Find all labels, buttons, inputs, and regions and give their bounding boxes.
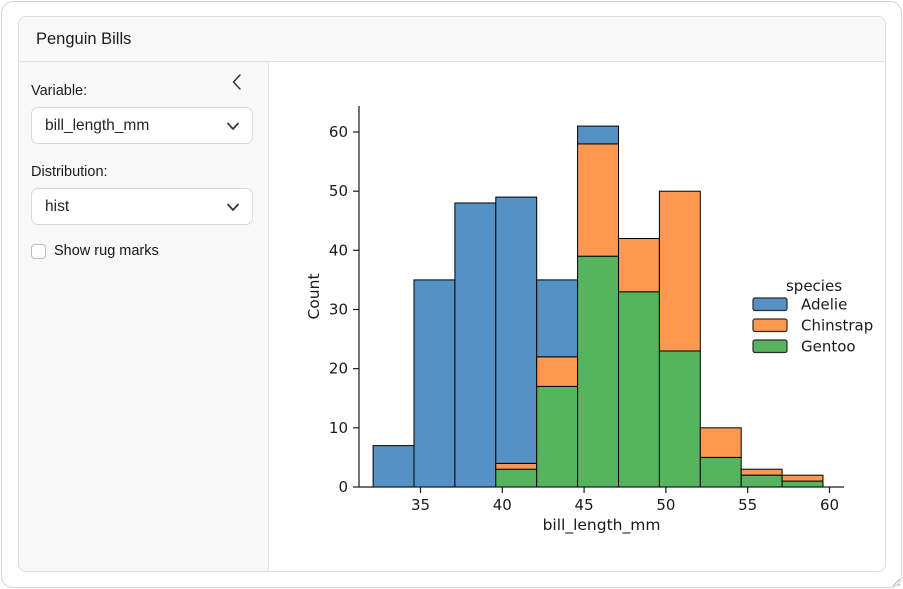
histogram-bar-chinstrap: [495, 462, 538, 470]
variable-label: Variable:: [31, 83, 88, 99]
rug-checkbox-label: Show rug marks: [54, 243, 159, 259]
y-tick-label: 50: [329, 182, 348, 200]
rug-checkbox-row: Show rug marks: [31, 243, 253, 259]
x-tick-label: 40: [493, 496, 512, 514]
y-tick-label: 10: [329, 419, 348, 437]
histogram-bar-gentoo: [577, 255, 620, 488]
x-tick-label: 35: [411, 496, 430, 514]
y-tick-label: 60: [329, 123, 348, 141]
y-tick-label: 20: [329, 360, 348, 378]
chevron-left-icon: [232, 74, 241, 90]
histogram-bar-chinstrap: [740, 468, 783, 476]
histogram-bar-adelie: [495, 196, 538, 464]
sidebar: Variable: bill_length_mm Distribution: h…: [19, 62, 269, 571]
legend-label-gentoo: Gentoo: [801, 338, 856, 356]
distribution-label: Distribution:: [31, 164, 108, 180]
rug-checkbox[interactable]: [31, 243, 46, 259]
histogram-bar-chinstrap: [699, 427, 742, 458]
variable-select[interactable]: bill_length_mm: [31, 107, 253, 144]
variable-select-value: bill_length_mm: [45, 116, 150, 134]
plot-panel: 0 10 20 30 40 50 60 35 40 45 50 55 60 bill_length_mm C…: [269, 62, 885, 571]
legend-title: species: [786, 277, 842, 295]
resize-grip-icon[interactable]: [889, 575, 901, 587]
histogram-bar-gentoo: [495, 468, 538, 488]
histogram-bar-chinstrap: [618, 238, 660, 293]
y-tick-label: 40: [329, 241, 348, 259]
histogram-bar-chinstrap: [658, 190, 701, 352]
card-header: Penguin Bills: [19, 17, 885, 62]
histogram-bar-chinstrap: [577, 143, 620, 257]
histogram-bar-adelie: [454, 202, 497, 488]
x-tick-label: 60: [820, 496, 839, 514]
x-axis-label: bill_length_mm: [543, 516, 661, 535]
app-card: Penguin Bills Variable: bill_length_mm D…: [18, 16, 886, 572]
histogram-bar-gentoo: [658, 350, 701, 488]
histogram-bar-adelie: [577, 125, 620, 145]
histogram-bar-adelie: [413, 279, 456, 488]
sidebar-collapse-button[interactable]: [228, 72, 244, 92]
histogram-bar-chinstrap: [536, 356, 579, 387]
legend-label-chinstrap: Chinstrap: [801, 317, 873, 335]
y-tick-label: 0: [338, 478, 348, 496]
histogram-bar-gentoo: [536, 385, 579, 488]
chevron-down-icon: [227, 122, 239, 130]
histogram-bar-gentoo: [781, 480, 824, 488]
histogram-bar-adelie: [372, 445, 415, 488]
histogram-bar-gentoo: [618, 291, 660, 488]
y-axis-label: Count: [305, 273, 323, 319]
page-title: Penguin Bills: [36, 29, 132, 48]
x-tick-label: 50: [656, 496, 675, 514]
histogram-bar-adelie: [536, 279, 579, 358]
histogram-chart: 0 10 20 30 40 50 60 35 40 45 50 55 60 bill_length_mm C…: [305, 106, 873, 535]
legend-label-adelie: Adelie: [801, 296, 847, 314]
legend-swatch-gentoo: [752, 339, 788, 354]
histogram-bar-gentoo: [740, 474, 783, 488]
histogram-bar-gentoo: [699, 456, 742, 488]
y-tick-label: 30: [329, 300, 348, 318]
chevron-down-icon: [227, 203, 239, 211]
distribution-select-value: hist: [45, 197, 70, 215]
x-tick-label: 45: [575, 496, 594, 514]
legend-swatch-chinstrap: [752, 318, 788, 333]
distribution-select[interactable]: hist: [31, 188, 253, 225]
legend-swatch-adelie: [752, 297, 788, 312]
x-tick-label: 55: [738, 496, 757, 514]
histogram-bar-chinstrap: [781, 474, 824, 482]
